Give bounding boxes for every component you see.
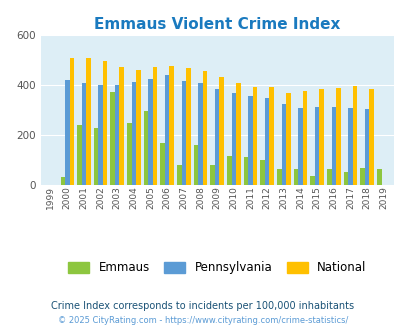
Bar xyxy=(81,83,86,185)
Bar xyxy=(115,85,119,185)
Bar xyxy=(177,165,181,185)
Bar xyxy=(252,87,257,185)
Bar xyxy=(152,67,157,185)
Bar xyxy=(102,61,107,185)
Bar xyxy=(110,92,115,185)
Bar xyxy=(164,75,169,185)
Bar xyxy=(136,70,140,185)
Title: Emmaus Violent Crime Index: Emmaus Violent Crime Index xyxy=(94,17,339,32)
Bar xyxy=(77,125,81,185)
Bar xyxy=(185,68,190,185)
Bar xyxy=(335,88,340,185)
Bar xyxy=(277,169,281,185)
Bar xyxy=(131,82,136,185)
Bar xyxy=(364,109,369,185)
Bar xyxy=(69,58,74,185)
Bar xyxy=(352,86,356,185)
Bar xyxy=(236,83,240,185)
Bar xyxy=(65,80,69,185)
Bar xyxy=(160,143,164,185)
Bar xyxy=(219,77,224,185)
Bar xyxy=(281,104,286,185)
Bar xyxy=(119,67,124,185)
Bar xyxy=(226,156,231,185)
Bar xyxy=(98,85,102,185)
Bar xyxy=(269,87,273,185)
Bar xyxy=(143,111,148,185)
Bar xyxy=(198,83,202,185)
Bar xyxy=(264,98,269,185)
Bar xyxy=(181,81,185,185)
Legend: Emmaus, Pennsylvania, National: Emmaus, Pennsylvania, National xyxy=(63,257,371,279)
Bar xyxy=(331,107,335,185)
Bar xyxy=(286,93,290,185)
Bar xyxy=(302,91,307,185)
Bar xyxy=(360,168,364,185)
Bar xyxy=(248,96,252,185)
Bar xyxy=(326,169,331,185)
Bar xyxy=(298,109,302,185)
Bar xyxy=(347,108,352,185)
Bar xyxy=(293,169,298,185)
Bar xyxy=(343,172,347,185)
Bar xyxy=(214,89,219,185)
Bar xyxy=(60,177,65,185)
Bar xyxy=(94,128,98,185)
Bar xyxy=(260,160,264,185)
Bar xyxy=(86,58,90,185)
Bar xyxy=(202,71,207,185)
Bar xyxy=(169,66,174,185)
Bar xyxy=(127,123,131,185)
Bar xyxy=(310,176,314,185)
Bar xyxy=(369,89,373,185)
Text: Crime Index corresponds to incidents per 100,000 inhabitants: Crime Index corresponds to incidents per… xyxy=(51,301,354,311)
Bar xyxy=(231,93,236,185)
Bar xyxy=(314,107,319,185)
Text: © 2025 CityRating.com - https://www.cityrating.com/crime-statistics/: © 2025 CityRating.com - https://www.city… xyxy=(58,316,347,325)
Bar xyxy=(319,89,323,185)
Bar xyxy=(193,145,198,185)
Bar xyxy=(210,165,214,185)
Bar xyxy=(243,157,248,185)
Bar xyxy=(148,79,152,185)
Bar xyxy=(376,169,381,185)
